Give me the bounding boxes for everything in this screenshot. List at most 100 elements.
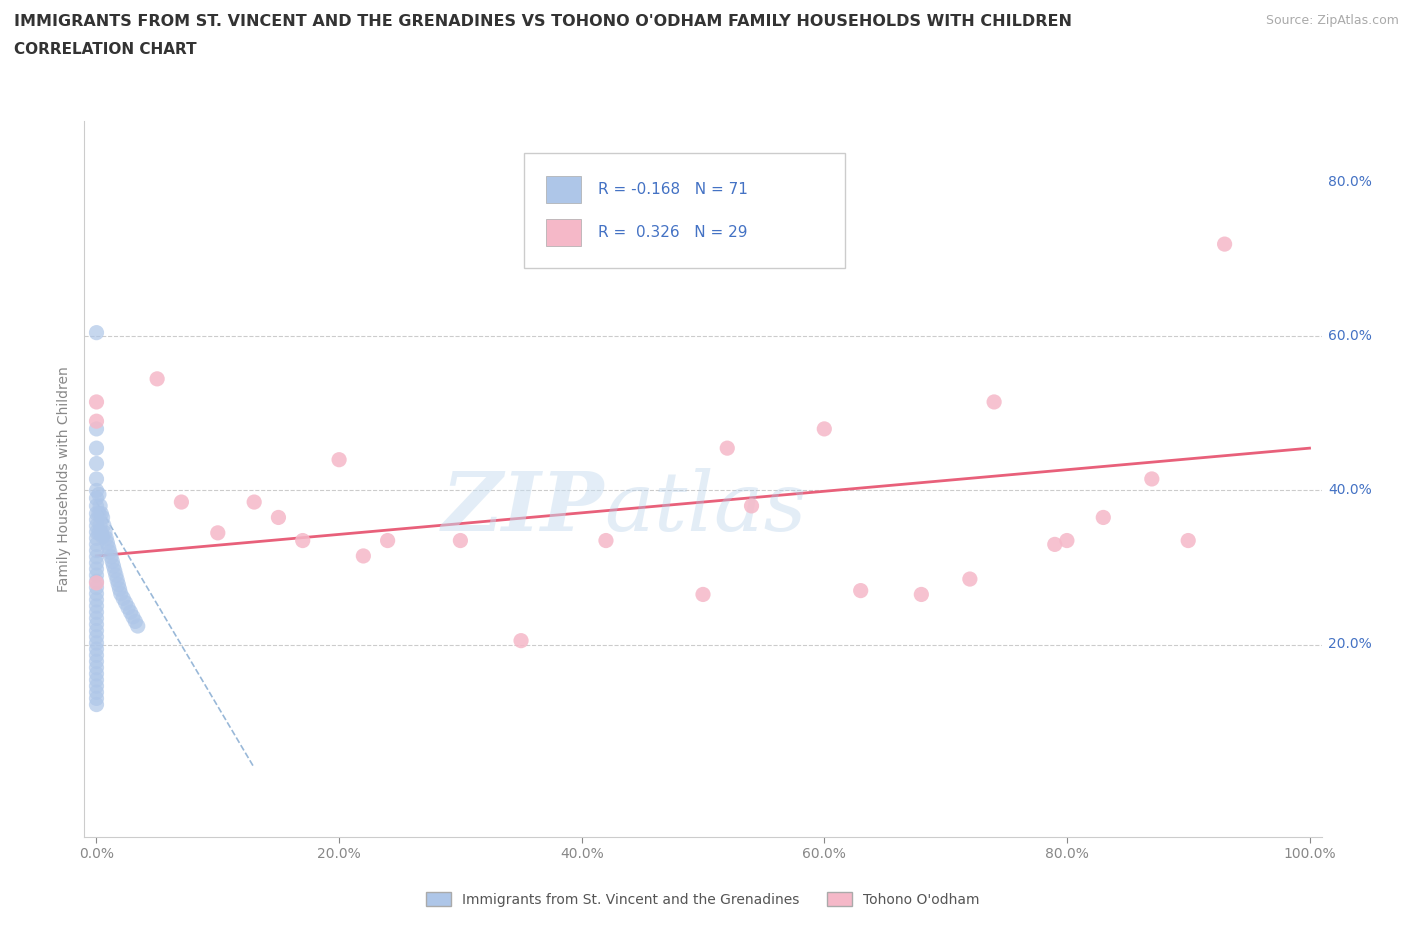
Point xyxy=(86,550,108,565)
Point xyxy=(849,583,872,598)
Point xyxy=(112,591,135,605)
Point xyxy=(86,472,108,486)
Text: CORRELATION CHART: CORRELATION CHART xyxy=(14,42,197,57)
Point xyxy=(1056,533,1078,548)
Text: ZIP: ZIP xyxy=(441,468,605,548)
Point xyxy=(86,483,108,498)
Point xyxy=(96,531,118,546)
Point xyxy=(103,559,125,574)
Point xyxy=(89,498,111,513)
Point xyxy=(86,543,108,558)
Point xyxy=(1092,510,1115,525)
Legend: Immigrants from St. Vincent and the Grenadines, Tohono O'odham: Immigrants from St. Vincent and the Gren… xyxy=(420,886,986,912)
FancyBboxPatch shape xyxy=(523,153,845,268)
Point xyxy=(716,441,738,456)
Point xyxy=(104,564,127,578)
Point xyxy=(87,525,110,540)
Point xyxy=(105,572,128,587)
Point xyxy=(100,550,122,565)
Point xyxy=(86,421,108,436)
Text: IMMIGRANTS FROM ST. VINCENT AND THE GRENADINES VS TOHONO O'ODHAM FAMILY HOUSEHOL: IMMIGRANTS FROM ST. VINCENT AND THE GREN… xyxy=(14,14,1071,29)
Point xyxy=(87,487,110,502)
Point xyxy=(510,633,533,648)
Text: atlas: atlas xyxy=(605,468,807,548)
Point xyxy=(87,506,110,521)
Point xyxy=(90,506,112,521)
Text: Source: ZipAtlas.com: Source: ZipAtlas.com xyxy=(1265,14,1399,27)
Point xyxy=(97,540,120,555)
Point xyxy=(86,672,108,687)
Point xyxy=(86,394,108,409)
Point xyxy=(107,577,129,591)
Y-axis label: Family Households with Children: Family Households with Children xyxy=(58,366,72,591)
Point xyxy=(86,666,108,681)
Point xyxy=(910,587,932,602)
Point xyxy=(90,525,112,540)
Point xyxy=(98,545,121,560)
Point xyxy=(207,525,229,540)
Point xyxy=(86,574,108,589)
Point xyxy=(170,495,193,510)
Point xyxy=(86,623,108,638)
Text: 20.0%: 20.0% xyxy=(1327,637,1372,652)
Point xyxy=(243,495,266,510)
Point xyxy=(86,599,108,614)
Point xyxy=(86,586,108,601)
Point xyxy=(1177,533,1199,548)
Point xyxy=(104,567,127,582)
Point xyxy=(93,518,115,533)
Point xyxy=(91,529,114,544)
Point xyxy=(86,617,108,631)
Point xyxy=(86,660,108,675)
Point xyxy=(96,536,118,551)
Point xyxy=(449,533,471,548)
Point xyxy=(86,562,108,577)
Point xyxy=(91,510,114,525)
Point xyxy=(86,679,108,694)
Point xyxy=(86,648,108,663)
Point xyxy=(86,498,108,513)
Point xyxy=(86,642,108,657)
Point xyxy=(1213,236,1236,251)
Point xyxy=(741,498,763,513)
Text: R = -0.168   N = 71: R = -0.168 N = 71 xyxy=(598,182,748,197)
Point xyxy=(813,421,835,436)
Point xyxy=(86,567,108,582)
Point xyxy=(110,586,132,601)
Point xyxy=(86,611,108,626)
Point xyxy=(86,531,108,546)
Point xyxy=(983,394,1005,409)
Point xyxy=(124,614,146,629)
Point xyxy=(127,618,149,633)
Point xyxy=(108,581,131,596)
Point xyxy=(86,414,108,429)
Point xyxy=(146,371,169,386)
FancyBboxPatch shape xyxy=(546,219,581,246)
Point xyxy=(86,691,108,706)
Point xyxy=(89,518,111,533)
Point xyxy=(94,525,117,540)
Point xyxy=(86,555,108,570)
Point xyxy=(101,554,124,569)
Point xyxy=(86,326,108,340)
Point xyxy=(595,533,617,548)
Point xyxy=(959,572,981,587)
Point xyxy=(86,512,108,527)
Point xyxy=(86,630,108,644)
Point xyxy=(86,537,108,551)
Point xyxy=(117,600,139,615)
Text: R =  0.326   N = 29: R = 0.326 N = 29 xyxy=(598,225,748,240)
Point xyxy=(1043,537,1066,551)
Point xyxy=(122,609,145,624)
Point xyxy=(291,533,314,548)
FancyBboxPatch shape xyxy=(546,176,581,204)
Point xyxy=(86,698,108,712)
Point xyxy=(86,519,108,534)
Point xyxy=(1140,472,1163,486)
Text: 80.0%: 80.0% xyxy=(1327,176,1372,190)
Text: 60.0%: 60.0% xyxy=(1327,329,1372,343)
Point xyxy=(377,533,399,548)
Point xyxy=(352,549,374,564)
Point xyxy=(86,441,108,456)
Point xyxy=(86,506,108,521)
